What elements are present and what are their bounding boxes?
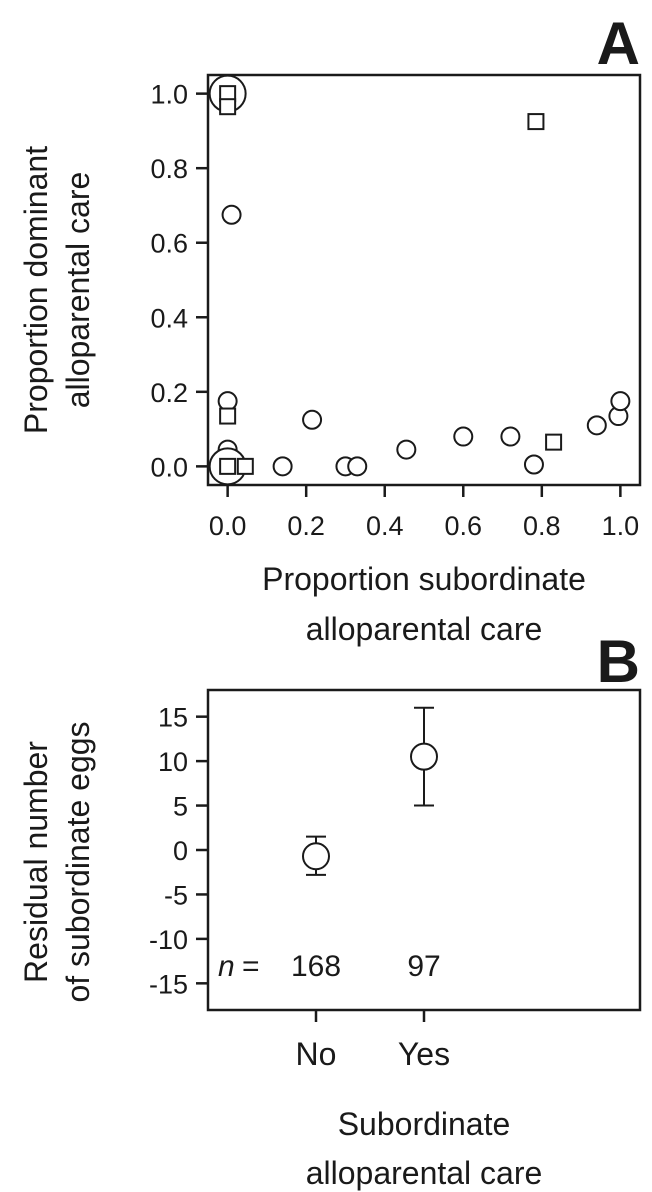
panel-b-label: B [597,628,640,695]
panel-a-y-tick-label: 0.4 [150,303,188,333]
panel-a-y-tick-label: 1.0 [150,80,188,110]
panel-b-y-tick-label: -15 [149,969,188,999]
panel-a-y-tick-label: 0.6 [150,229,188,259]
panel-a-x-tick-label: 0.2 [287,511,325,541]
panel-a-x-axis: 0.0 0.2 0.4 0.6 0.8 1.0 [209,485,639,541]
data-point-circle [302,409,323,430]
panel-a-label: A [597,10,640,77]
data-point-circle [347,456,368,477]
panel-b-x-axis-title-line1: Subordinate [338,1106,511,1142]
panel-a-x-axis-title-line1: Proportion subordinate [262,561,586,597]
data-point-circle [272,456,293,477]
panel-a-y-tick-label: 0.0 [150,452,188,482]
data-point-circle [217,391,238,412]
panel-b-y-tick-label: 10 [158,747,188,777]
data-point-square [527,113,545,131]
panel-b-y-tick-label: 0 [173,836,188,866]
sample-size-label: 168 [291,950,341,983]
panel-b-y-axis: 15 10 5 0 -5 -10 -15 [149,703,208,999]
panel-a-y-axis: 0.0 0.2 0.4 0.6 0.8 1.0 [150,80,208,482]
panel-a-x-tick-label: 0.8 [523,511,561,541]
panel-b-y-tick-label: 15 [158,703,188,733]
panel-b-y-axis-title-line2: of subordinate eggs [60,721,96,1002]
panel-a-points [208,74,631,486]
panel-b-y-axis-title-line1: Residual number [18,741,54,983]
data-point-circle [610,391,631,412]
mean-point [410,742,438,771]
data-point-circle [453,426,474,447]
n-prefix: n [218,950,235,983]
panel-a-y-tick-label: 0.2 [150,378,188,408]
panel-a-x-tick-label: 0.4 [366,511,404,541]
panel-a-x-axis-title-line2: alloparental care [306,611,543,647]
panel-b-y-tick-label: -5 [164,880,188,910]
panel-a-x-tick-label: 1.0 [602,511,640,541]
panel-b-category-label: Yes [398,1036,450,1072]
panel-b-category-label: No [296,1036,337,1072]
panel-b-x-axis: No Yes [296,1010,450,1072]
data-point-circle [586,415,607,436]
panel-a-y-tick-label: 0.8 [150,154,188,184]
data-point-circle [396,439,417,460]
panel-b-y-tick-label: -10 [149,925,188,955]
sample-size-label: 97 [407,950,440,983]
n-equals: = [242,950,260,983]
panel-a-x-tick-label: 0.0 [209,511,247,541]
panel-a: A 0.00.20.40.60.81.0 0.0 0.2 0.4 0.6 0.8 1.0 … [18,10,642,647]
panel-a-y-axis-title-line1: Proportion dominant [18,146,54,434]
panel-a-plot-frame [206,73,642,487]
panel-b: B 15 10 5 0 -5 -10 -15 No Yes n = 168 97 Residua… [18,628,642,1191]
mean-point [302,842,330,871]
data-point-square [219,98,237,116]
panel-b-x-axis-title-line2: alloparental care [306,1155,543,1191]
data-point-square [219,407,237,425]
panel-a-x-tick-label: 0.6 [444,511,482,541]
data-point-square [219,457,237,475]
panel-a-y-axis-title-line2: alloparental care [60,172,96,409]
data-point-circle [523,454,544,475]
panel-b-y-tick-label: 5 [173,792,188,822]
data-point-circle [500,426,521,447]
data-point-square [236,457,254,475]
data-point-circle [221,204,242,225]
panel-b-points [302,706,438,876]
data-point-square [545,433,563,451]
panel-b-sample-sizes: 168 97 [291,950,441,983]
